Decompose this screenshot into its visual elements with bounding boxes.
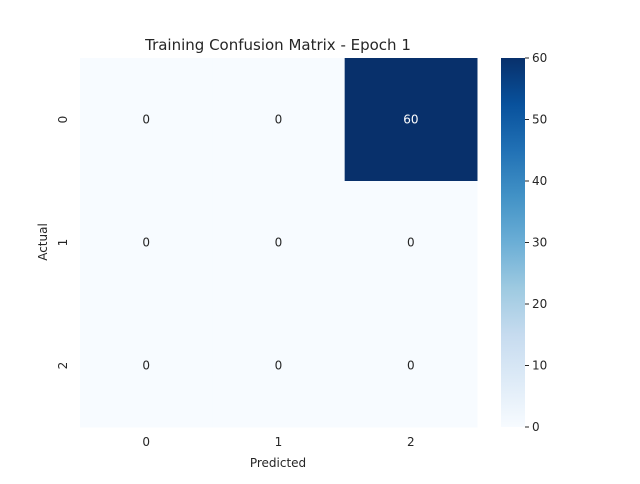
colorbar-tick-label-2: 20 <box>532 297 547 311</box>
colorbar-tick-label-3: 30 <box>532 236 547 250</box>
x-tick-label-1: 1 <box>275 435 283 449</box>
heatmap-cell-r2-c2 <box>344 304 478 428</box>
cell-value-label-r0-c1: 0 <box>275 113 283 127</box>
x-axis-label: Predicted <box>250 456 306 470</box>
heatmap-cell-r2-c0 <box>80 304 213 428</box>
cell-value-label-r2-c0: 0 <box>142 359 150 373</box>
y-axis-label: Actual <box>36 223 50 261</box>
colorbar-tick-label-4: 40 <box>532 174 547 188</box>
colorbar-tick-label-6: 60 <box>532 51 547 65</box>
heatmap-cell-r2-c1 <box>212 304 346 428</box>
cell-value-label-r0-c2: 60 <box>403 113 418 127</box>
cell-value-label-r1-c0: 0 <box>142 236 150 250</box>
x-tick-label-0: 0 <box>142 435 150 449</box>
colorbar-tick-label-1: 10 <box>532 359 547 373</box>
heatmap-cell-r0-c1 <box>212 58 346 182</box>
cell-value-label-r2-c1: 0 <box>275 359 283 373</box>
x-tick-label-2: 2 <box>407 435 415 449</box>
heatmap-cells <box>80 58 478 428</box>
colorbar-tick-label-0: 0 <box>532 420 540 434</box>
heatmap-cell-labels: 0 0 60 0 0 0 0 0 0 <box>142 113 418 373</box>
cell-value-label-r1-c2: 0 <box>407 236 415 250</box>
x-axis-ticks: 0 1 2 <box>142 435 414 449</box>
colorbar-ticks: 0 10 20 30 40 50 60 <box>525 51 547 434</box>
y-tick-label-1: 1 <box>56 239 70 247</box>
chart-title: Training Confusion Matrix - Epoch 1 <box>144 36 411 54</box>
heatmap-cell-r0-c2 <box>344 58 478 182</box>
colorbar <box>501 58 525 427</box>
cell-value-label-r0-c0: 0 <box>142 113 150 127</box>
y-tick-label-0: 0 <box>56 116 70 124</box>
cell-value-label-r2-c2: 0 <box>407 359 415 373</box>
heatmap-cell-r1-c1 <box>212 181 346 305</box>
cell-value-label-r1-c1: 0 <box>275 236 283 250</box>
heatmap-cell-r0-c0 <box>80 58 213 182</box>
y-axis-ticks: 0 1 2 <box>56 116 70 370</box>
heatmap-cell-r1-c0 <box>80 181 213 305</box>
colorbar-tick-label-5: 50 <box>532 113 547 127</box>
heatmap-cell-r1-c2 <box>344 181 478 305</box>
y-tick-label-2: 2 <box>56 362 70 370</box>
